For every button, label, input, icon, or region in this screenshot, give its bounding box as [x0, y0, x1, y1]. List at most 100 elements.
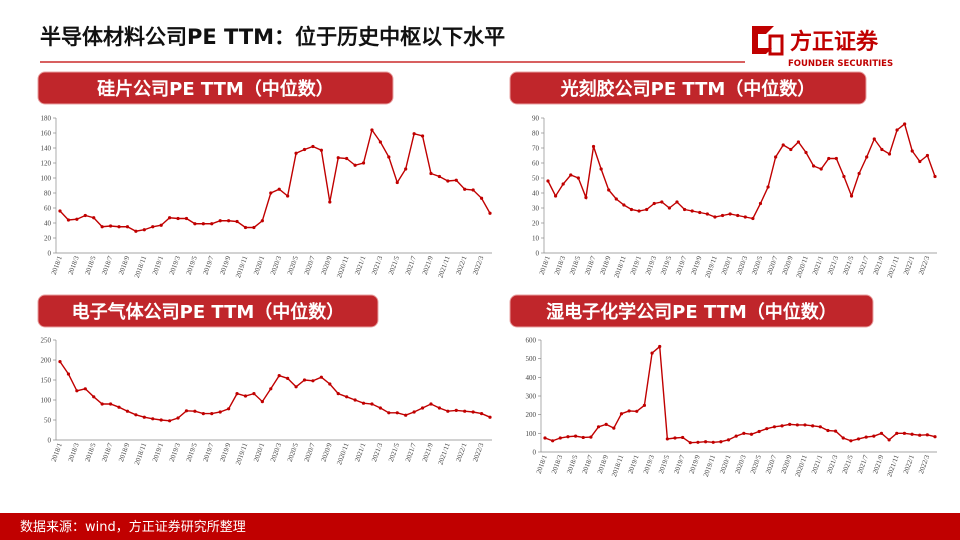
- point-marker: [125, 225, 130, 229]
- point-marker: [463, 409, 467, 413]
- y-tick-label: 50: [532, 175, 540, 183]
- point-marker: [627, 409, 631, 413]
- point-marker: [736, 213, 740, 218]
- y-tick-label: 120: [41, 160, 52, 168]
- point-marker: [546, 179, 550, 183]
- point-marker: [361, 401, 366, 405]
- point-marker: [404, 413, 408, 417]
- point-marker: [558, 436, 562, 440]
- y-tick-label: 140: [41, 145, 52, 153]
- point-marker: [856, 437, 861, 441]
- point-marker: [395, 411, 399, 415]
- point-marker: [100, 402, 104, 406]
- point-marker: [370, 128, 374, 132]
- y-tick-label: 160: [41, 130, 52, 138]
- y-tick-label: 80: [532, 130, 540, 138]
- y-tick-label: 90: [532, 115, 540, 123]
- point-marker: [696, 440, 700, 444]
- logo-icon-box: [768, 34, 784, 56]
- point-marker: [302, 378, 307, 382]
- point-marker: [142, 228, 146, 232]
- chart-title: 湿电子化学公司PE TTM（中位数）: [546, 301, 837, 323]
- point-marker: [543, 436, 547, 440]
- point-marker: [742, 431, 746, 435]
- point-marker: [412, 410, 416, 414]
- point-marker: [658, 344, 662, 349]
- point-marker: [811, 164, 816, 168]
- source-note: 数据来源：wind，方正证券研究所整理: [20, 519, 246, 535]
- point-marker: [781, 143, 785, 147]
- y-tick-label: 60: [532, 160, 540, 168]
- point-marker: [604, 422, 608, 426]
- point-marker: [833, 429, 838, 433]
- point-marker: [159, 223, 163, 227]
- point-marker: [378, 140, 382, 144]
- point-marker: [872, 434, 876, 438]
- point-marker: [201, 222, 205, 226]
- point-marker: [479, 412, 484, 416]
- slide-title: 半导体材料公司PE TTM：位于历史中枢以下水平: [40, 25, 505, 49]
- point-marker: [134, 229, 138, 233]
- point-marker: [688, 441, 692, 445]
- point-marker: [328, 200, 332, 204]
- point-marker: [193, 409, 197, 413]
- point-marker: [612, 426, 616, 430]
- point-marker: [895, 431, 899, 435]
- series-line: [544, 345, 936, 444]
- point-marker: [622, 203, 626, 207]
- point-marker: [159, 418, 163, 422]
- point-marker: [902, 431, 907, 435]
- point-marker: [690, 209, 694, 213]
- point-marker: [361, 161, 366, 165]
- point-marker: [479, 196, 484, 200]
- chart-title-box: [509, 71, 867, 105]
- point-marker: [201, 412, 205, 416]
- point-marker: [795, 423, 799, 427]
- point-marker: [151, 225, 155, 229]
- point-marker: [311, 379, 315, 383]
- point-marker: [705, 212, 709, 216]
- point-marker: [566, 435, 570, 439]
- point-marker: [345, 156, 349, 161]
- point-marker: [834, 156, 838, 161]
- point-marker: [726, 438, 731, 442]
- point-marker: [463, 187, 467, 191]
- point-marker: [650, 351, 654, 355]
- point-marker: [345, 395, 349, 399]
- point-marker: [319, 375, 323, 379]
- point-marker: [66, 218, 71, 222]
- point-marker: [92, 395, 96, 399]
- point-marker: [454, 178, 458, 182]
- series-line: [59, 361, 491, 422]
- logo-subtext: FOUNDER SECURITIES: [788, 59, 893, 69]
- y-tick-label: 180: [41, 115, 52, 123]
- point-marker: [454, 408, 458, 412]
- series-line: [547, 122, 936, 220]
- y-tick-label: 0: [536, 250, 540, 258]
- point-marker: [719, 440, 723, 444]
- point-marker: [210, 222, 214, 226]
- point-marker: [286, 376, 290, 380]
- y-tick-label: 40: [44, 220, 52, 228]
- point-marker: [370, 402, 374, 406]
- point-marker: [711, 440, 715, 444]
- point-marker: [184, 409, 189, 413]
- point-marker: [551, 439, 555, 443]
- y-tick-label: 20: [532, 220, 540, 228]
- point-marker: [758, 201, 763, 206]
- point-marker: [743, 215, 747, 219]
- y-tick-label: 80: [44, 190, 52, 198]
- point-marker: [218, 410, 222, 414]
- point-marker: [100, 225, 104, 229]
- point-marker: [849, 439, 853, 443]
- point-marker: [887, 438, 891, 442]
- point-marker: [842, 174, 846, 179]
- point-marker: [635, 409, 639, 413]
- series-line: [59, 128, 491, 232]
- point-marker: [933, 174, 937, 179]
- point-marker: [302, 147, 307, 152]
- point-marker: [749, 432, 754, 436]
- point-marker: [294, 151, 298, 155]
- point-marker: [682, 207, 687, 212]
- point-marker: [471, 188, 475, 192]
